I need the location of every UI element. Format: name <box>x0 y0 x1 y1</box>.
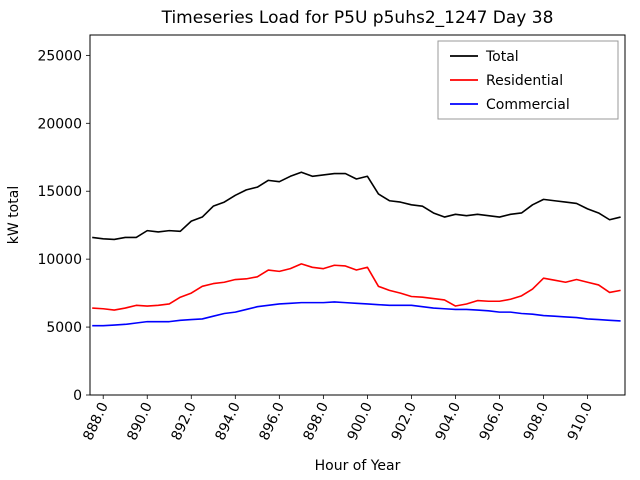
x-tick-label: 900.0 <box>345 400 376 443</box>
x-tick-label: 898.0 <box>301 400 332 443</box>
x-tick-label: 908.0 <box>521 400 552 443</box>
series-line-commercial <box>92 301 621 327</box>
y-tick-label: 20000 <box>37 116 82 132</box>
series-line-total <box>92 171 621 241</box>
y-tick-label: 5000 <box>46 320 82 336</box>
legend-label-commercial: Commercial <box>486 97 570 113</box>
x-tick-label: 906.0 <box>477 400 508 443</box>
x-axis-label: Hour of Year <box>315 458 401 474</box>
x-tick-label: 904.0 <box>433 400 464 443</box>
x-tick-label: 888.0 <box>80 400 111 443</box>
x-tick-label: 902.0 <box>389 400 420 443</box>
y-tick-label: 15000 <box>37 184 82 200</box>
y-tick-label: 10000 <box>37 252 82 268</box>
x-tick-label: 894.0 <box>212 400 243 443</box>
axes-box <box>89 34 626 396</box>
x-tick-label: 896.0 <box>257 400 288 443</box>
legend-label-residential: Residential <box>486 73 563 89</box>
legend: Total Residential Commercial <box>437 40 619 120</box>
x-tick-label: 890.0 <box>124 400 155 443</box>
chart-title: Timeseries Load for P5U p5uhs2_1247 Day … <box>161 8 554 28</box>
series-line-residential <box>92 263 621 311</box>
y-axis-label: kW total <box>6 186 22 244</box>
y-tick-label: 0 <box>73 388 82 404</box>
x-tick-label: 910.0 <box>565 400 596 443</box>
y-tick-label: 25000 <box>37 48 82 64</box>
legend-label-total: Total <box>485 49 519 65</box>
x-tick-label: 892.0 <box>168 400 199 443</box>
